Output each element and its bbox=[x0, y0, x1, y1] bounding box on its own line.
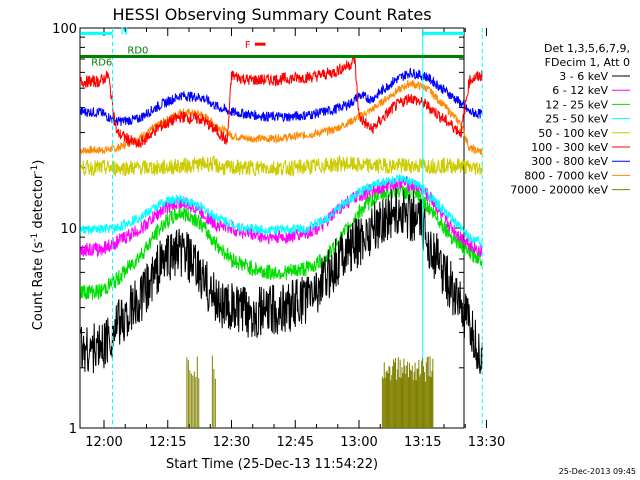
flare-flag-label: F bbox=[245, 40, 251, 51]
series-12-25-kev bbox=[80, 182, 483, 300]
series-25-50-kev bbox=[80, 173, 483, 247]
y-tick-label: 1 bbox=[69, 422, 77, 437]
x-tick-label: 12:00 bbox=[85, 435, 122, 450]
legend-entry-label: 50 - 100 keV bbox=[538, 127, 608, 140]
y-axis-label-part: detector bbox=[31, 173, 46, 233]
legend-entry-label: 6 - 12 keV bbox=[552, 84, 608, 97]
series-100-300-kev bbox=[80, 55, 483, 148]
y-tick-label: 100 bbox=[52, 22, 77, 37]
y-axis-label-part: ) bbox=[31, 160, 46, 165]
series-line bbox=[80, 78, 483, 156]
x-axis-label: Start Time (25-Dec-13 11:54:22) bbox=[166, 457, 378, 472]
x-tick-label: 12:45 bbox=[277, 435, 314, 450]
series-line bbox=[80, 182, 483, 300]
y-axis-label-part: -1 bbox=[30, 165, 40, 174]
attenuator-state-label: N bbox=[121, 26, 128, 37]
y-axis-label-part: -1 bbox=[30, 233, 40, 242]
series-line bbox=[80, 154, 483, 177]
chart-title: HESSI Observing Summary Count Rates bbox=[112, 5, 431, 24]
x-tick-label: 13:15 bbox=[404, 435, 441, 450]
legend-entry-label: 300 - 800 keV bbox=[531, 155, 608, 168]
series-line bbox=[80, 173, 483, 247]
legend-entry-label: 100 - 300 keV bbox=[531, 141, 608, 154]
series-7000-20000-kev bbox=[186, 355, 434, 428]
y-axis-label-part: Count Rate (s bbox=[31, 242, 46, 331]
legend-entry-label: 800 - 7000 keV bbox=[524, 169, 608, 182]
legend-entry-label: 7000 - 20000 keV bbox=[510, 184, 608, 197]
plot-area: 1 10 100 12:00 12:15 12:30 12:45 13:00 13:15 13:3… bbox=[52, 22, 505, 450]
decimation-state-label: RD0 bbox=[127, 46, 148, 57]
decimation-state-label: RD6 bbox=[91, 58, 112, 69]
legend: Det 1,3,5,6,7,9,FDecim 1, Att 03 - 6 keV… bbox=[510, 42, 630, 197]
series-300-800-kev bbox=[80, 67, 483, 127]
y-tick-label: 10 bbox=[60, 222, 77, 237]
legend-entry-label: 12 - 25 keV bbox=[545, 98, 608, 111]
x-tick-label: 12:30 bbox=[213, 435, 250, 450]
legend-entry-label: 3 - 6 keV bbox=[559, 70, 608, 83]
legend-entry-label: 25 - 50 keV bbox=[545, 113, 608, 126]
series-50-100-kev bbox=[80, 154, 483, 177]
series-3-6-kev bbox=[80, 186, 483, 375]
x-tick-label: 12:15 bbox=[149, 435, 186, 450]
x-tick-label: 13:30 bbox=[468, 435, 505, 450]
series-line bbox=[80, 186, 483, 375]
legend-header-line: Det 1,3,5,6,7,9, bbox=[544, 42, 630, 55]
series-800-7000-kev bbox=[80, 78, 483, 156]
series-line bbox=[80, 67, 483, 127]
legend-header-line: FDecim 1, Att 0 bbox=[545, 56, 630, 69]
x-tick-label: 13:00 bbox=[340, 435, 377, 450]
series-line bbox=[80, 55, 483, 148]
y-axis-label: Count Rate (s-1 detector-1) bbox=[30, 160, 46, 331]
footer-timestamp: 25-Dec-2013 09:45 bbox=[559, 467, 636, 476]
